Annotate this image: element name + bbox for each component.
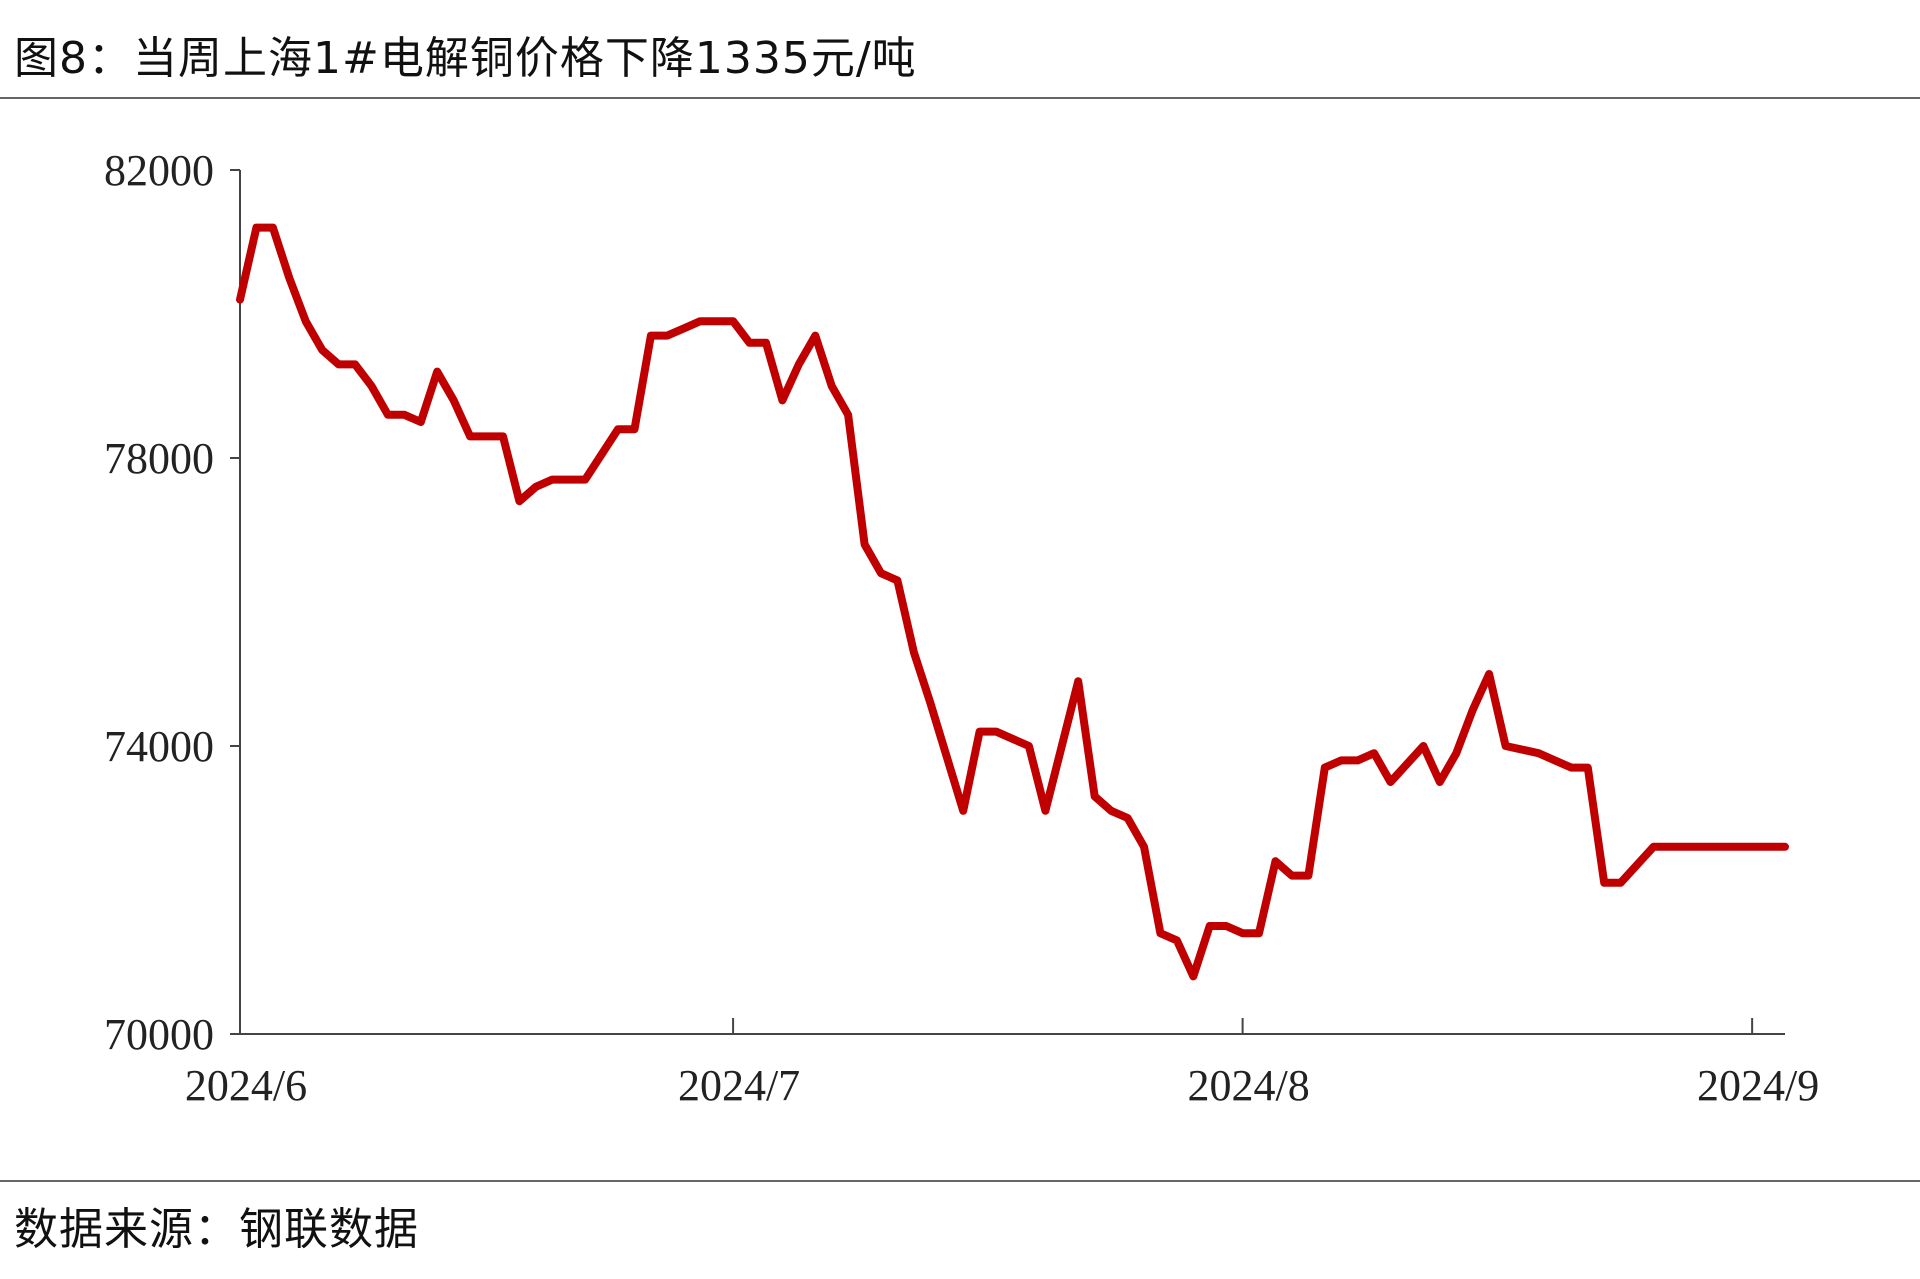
y-tick-label: 82000 xyxy=(104,146,214,195)
y-tick-label: 74000 xyxy=(104,722,214,771)
data-source: 数据来源：钢联数据 xyxy=(14,1204,419,1255)
chart-axes xyxy=(239,170,1785,1035)
y-axis-ticks: 70000 74000 78000 82000 xyxy=(104,146,240,1059)
y-tick-label: 70000 xyxy=(104,1010,214,1059)
x-axis-ticks: 2024/6 2024/7 2024/8 2024/9 xyxy=(185,1018,1819,1110)
bottom-divider xyxy=(0,1180,1920,1182)
x-tick-label: 2024/9 xyxy=(1697,1061,1819,1110)
x-tick-label: 2024/6 xyxy=(185,1061,307,1110)
plot-area xyxy=(236,223,1789,981)
top-divider xyxy=(0,97,1920,99)
chart-title: 图8：当周上海1#电解铜价格下降1335元/吨 xyxy=(14,33,917,84)
series-line xyxy=(236,223,1789,981)
y-tick-label: 78000 xyxy=(104,434,214,483)
x-tick-label: 2024/8 xyxy=(1187,1061,1309,1110)
x-tick-label: 2024/7 xyxy=(678,1061,800,1110)
